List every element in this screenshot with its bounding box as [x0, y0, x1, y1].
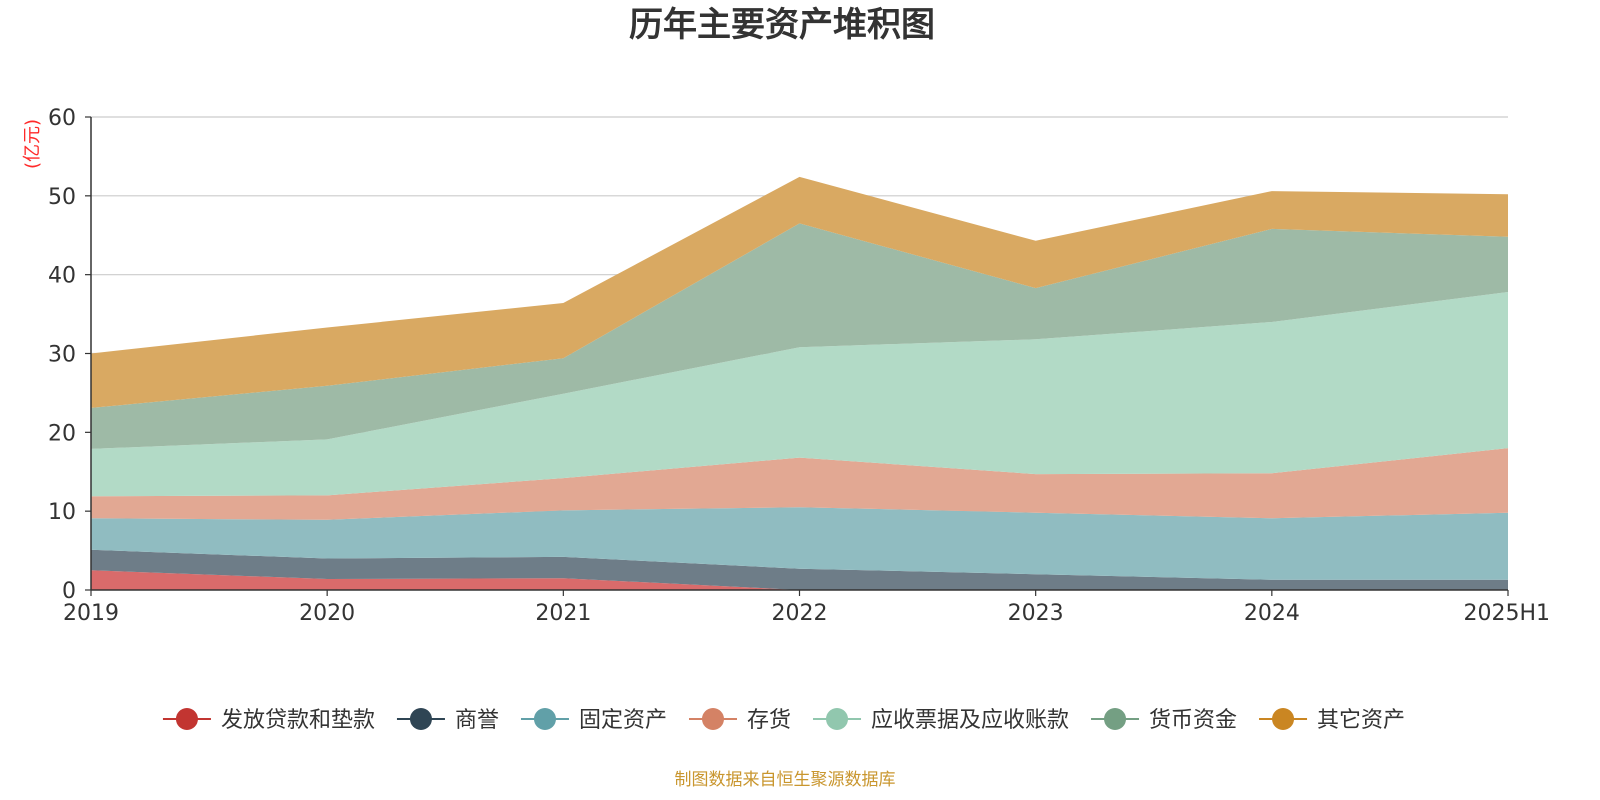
- y-tick-label: 10: [48, 500, 76, 525]
- legend-circle-marker: [1272, 708, 1295, 730]
- legend-circle-marker: [533, 708, 556, 730]
- x-tick-label: 2025H1: [1463, 601, 1550, 626]
- y-axis-unit-label: (亿元): [22, 119, 43, 169]
- legend-label: 其它资产: [1317, 708, 1405, 733]
- area-series-3: [91, 448, 1508, 520]
- area-series-4: [91, 292, 1508, 497]
- x-tick-label: 2024: [1244, 601, 1300, 626]
- y-tick-label: 20: [48, 421, 76, 446]
- legend-circle-marker: [175, 708, 198, 730]
- y-tick-label: 0: [62, 579, 76, 604]
- legend-label: 存货: [747, 708, 791, 733]
- legend-circle-marker: [1104, 708, 1127, 730]
- legend-item[interactable]: 货币资金: [1091, 708, 1237, 733]
- legend-item[interactable]: 商誉: [396, 708, 499, 733]
- legend-label: 商誉: [455, 708, 499, 733]
- legend-item[interactable]: 应收票据及应收账款: [813, 708, 1069, 733]
- legend-item[interactable]: 存货: [688, 708, 791, 733]
- y-tick-label: 40: [48, 264, 76, 289]
- x-tick-label: 2021: [535, 601, 591, 626]
- legend-item[interactable]: 其它资产: [1259, 708, 1405, 733]
- y-tick-label: 60: [48, 106, 76, 131]
- x-tick-label: 2023: [1008, 601, 1064, 626]
- source-note: 制图数据来自恒生聚源数据库: [675, 770, 896, 790]
- legend-label: 固定资产: [579, 708, 667, 733]
- area-series-0: [91, 570, 1508, 590]
- legend[interactable]: 发放贷款和垫款 商誉 固定资产 存货 应收票据及应收账款 货币资金 其它资产: [162, 708, 1405, 733]
- legend-label: 货币资金: [1149, 708, 1237, 733]
- x-tick-label: 2020: [299, 601, 355, 626]
- x-tick-labels: 2019 2020 2021 2022 2023 2024 2025H1: [63, 590, 1550, 626]
- legend-label: 应收票据及应收账款: [871, 708, 1069, 733]
- area-series-group: [90, 176, 1509, 591]
- area-series-5: [91, 223, 1508, 449]
- legend-item[interactable]: 固定资产: [520, 708, 667, 733]
- x-tick-label: 2019: [63, 601, 119, 626]
- legend-label: 发放贷款和垫款: [221, 708, 375, 733]
- area-series-2: [91, 507, 1508, 580]
- legend-circle-marker: [701, 708, 724, 730]
- chart-title: 历年主要资产堆积图: [629, 5, 935, 45]
- legend-item[interactable]: 发放贷款和垫款: [162, 708, 375, 733]
- y-tick-label: 50: [48, 185, 76, 210]
- legend-circle-marker: [409, 708, 432, 730]
- x-tick-label: 2022: [772, 601, 828, 626]
- legend-circle-marker: [826, 708, 849, 730]
- area-series-1: [91, 549, 1508, 590]
- area-series-6: [91, 176, 1508, 408]
- y-tick-label: 30: [48, 343, 76, 368]
- y-tick-labels: 0 10 20 30 40 50 60: [48, 106, 76, 604]
